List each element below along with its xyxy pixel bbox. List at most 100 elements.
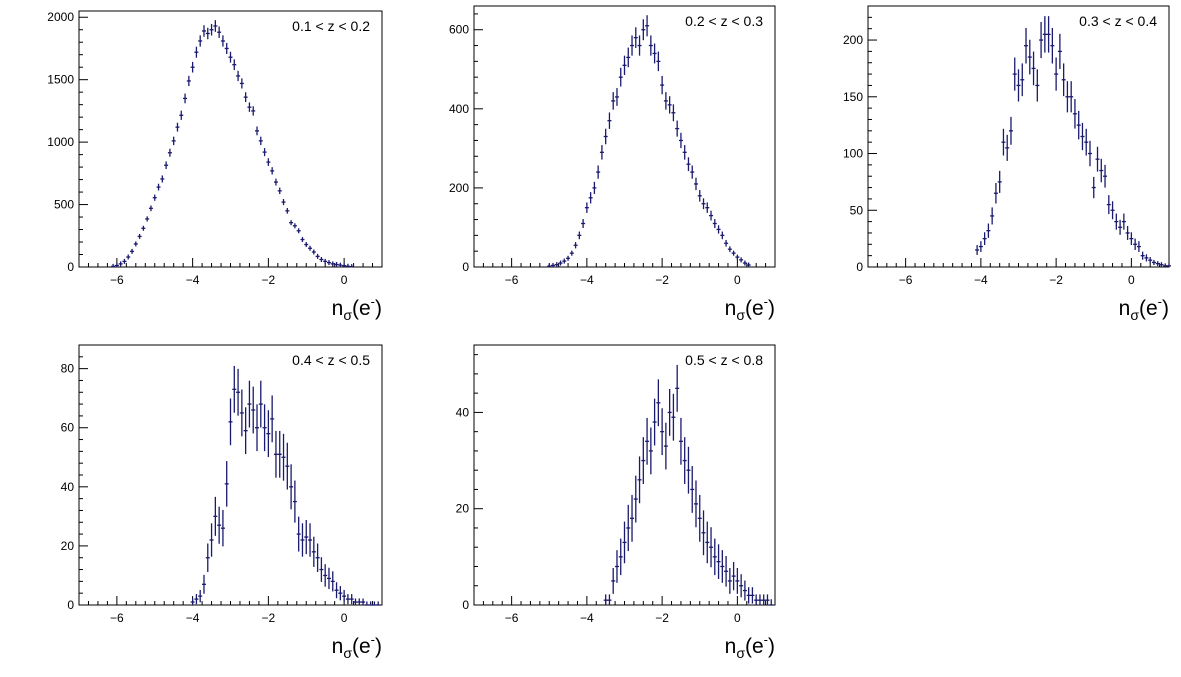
data-point xyxy=(731,561,736,591)
data-point xyxy=(551,262,556,267)
data-point xyxy=(330,261,335,267)
data-point xyxy=(724,556,729,587)
data-point xyxy=(205,27,210,40)
x-tick-label: −2 xyxy=(262,611,276,625)
data-point xyxy=(603,594,608,605)
plot-frame xyxy=(473,5,776,268)
data-point xyxy=(296,228,301,234)
data-point xyxy=(114,263,119,267)
data-point xyxy=(1084,128,1089,156)
data-point xyxy=(641,19,646,41)
x-tick-label: −2 xyxy=(1049,273,1063,287)
data-point xyxy=(982,232,987,245)
data-point xyxy=(232,59,237,71)
chart-panel-5: −6 −4 −2 0 0 20 40 0.5 < z < 0.8 nσ(e-) xyxy=(456,344,776,661)
data-point xyxy=(622,521,627,564)
data-point xyxy=(220,35,225,47)
data-point xyxy=(986,223,991,238)
chart-panel-2: −6 −4 −2 0 0 200 400 600 0.2 < z < 0.3 nσ(e-) xyxy=(449,5,776,323)
data-point xyxy=(596,165,601,179)
data-point xyxy=(349,594,354,605)
data-point xyxy=(705,521,710,564)
data-point xyxy=(1125,225,1130,240)
y-tick-label: 0 xyxy=(856,260,863,274)
data-point xyxy=(141,225,146,231)
data-point xyxy=(1080,122,1085,151)
data-point xyxy=(727,246,732,253)
data-point xyxy=(1159,262,1164,267)
data-point xyxy=(1103,164,1108,188)
data-point xyxy=(724,239,729,247)
data-point xyxy=(319,257,324,263)
data-point xyxy=(213,20,218,32)
data-point xyxy=(611,92,616,110)
data-point xyxy=(243,92,248,103)
data-point xyxy=(190,598,195,605)
data-point xyxy=(626,504,631,552)
data-point xyxy=(239,78,244,89)
data-point xyxy=(311,536,316,567)
chart-panel-1: −6 −4 −2 0 0 500 1000 1500 2000 0.1 < z < 0.2 nσ(e… xyxy=(47,10,383,323)
data-point xyxy=(338,262,343,267)
y-tick-label: 2000 xyxy=(47,10,74,24)
data-point xyxy=(183,93,188,104)
data-point xyxy=(739,574,744,598)
data-point xyxy=(577,231,582,240)
data-point xyxy=(697,494,702,542)
data-point xyxy=(648,35,653,56)
data-point xyxy=(334,262,339,267)
data-point xyxy=(1069,81,1074,113)
data-point xyxy=(554,262,559,267)
data-point xyxy=(277,430,282,478)
data-point xyxy=(993,182,998,204)
data-point xyxy=(599,145,604,160)
x-tick-label: −6 xyxy=(899,273,913,287)
data-point xyxy=(171,136,176,146)
data-point xyxy=(1072,99,1077,129)
data-point xyxy=(323,564,328,587)
data-point xyxy=(1151,259,1156,266)
data-point xyxy=(239,389,244,437)
data-point xyxy=(186,75,191,87)
data-point xyxy=(682,145,687,160)
data-point xyxy=(678,417,683,465)
data-point xyxy=(289,464,294,510)
data-point xyxy=(338,586,343,601)
data-point xyxy=(630,494,635,542)
data-point xyxy=(342,263,347,267)
y-tick-label: 0 xyxy=(462,598,469,612)
data-point xyxy=(148,205,153,212)
data-point xyxy=(205,543,210,572)
data-point xyxy=(262,148,267,157)
data-point xyxy=(342,589,347,603)
x-tick-label: −6 xyxy=(505,611,519,625)
data-point xyxy=(584,202,589,213)
data-point xyxy=(224,42,229,55)
data-point xyxy=(720,550,725,583)
data-point xyxy=(334,582,339,599)
data-point xyxy=(345,594,350,605)
data-point xyxy=(731,250,736,256)
data-point xyxy=(622,55,627,75)
data-point xyxy=(251,106,256,116)
data-point xyxy=(757,594,762,605)
data-point xyxy=(126,254,131,260)
data-point xyxy=(648,427,653,475)
data-point xyxy=(1095,146,1100,172)
data-point xyxy=(156,183,161,191)
data-point xyxy=(569,250,574,256)
data-point xyxy=(663,92,668,110)
data-point xyxy=(626,47,631,68)
data-point xyxy=(281,433,286,481)
data-point xyxy=(618,538,623,576)
x-tick-label: −4 xyxy=(186,611,200,625)
data-point xyxy=(194,594,199,605)
panel-z-range-label: 0.2 < z < 0.3 xyxy=(685,13,763,29)
data-point xyxy=(630,35,635,56)
data-point xyxy=(652,43,657,64)
data-point xyxy=(686,157,691,172)
y-tick-label: 1000 xyxy=(47,135,74,149)
data-point xyxy=(720,231,725,240)
data-point xyxy=(201,25,206,37)
